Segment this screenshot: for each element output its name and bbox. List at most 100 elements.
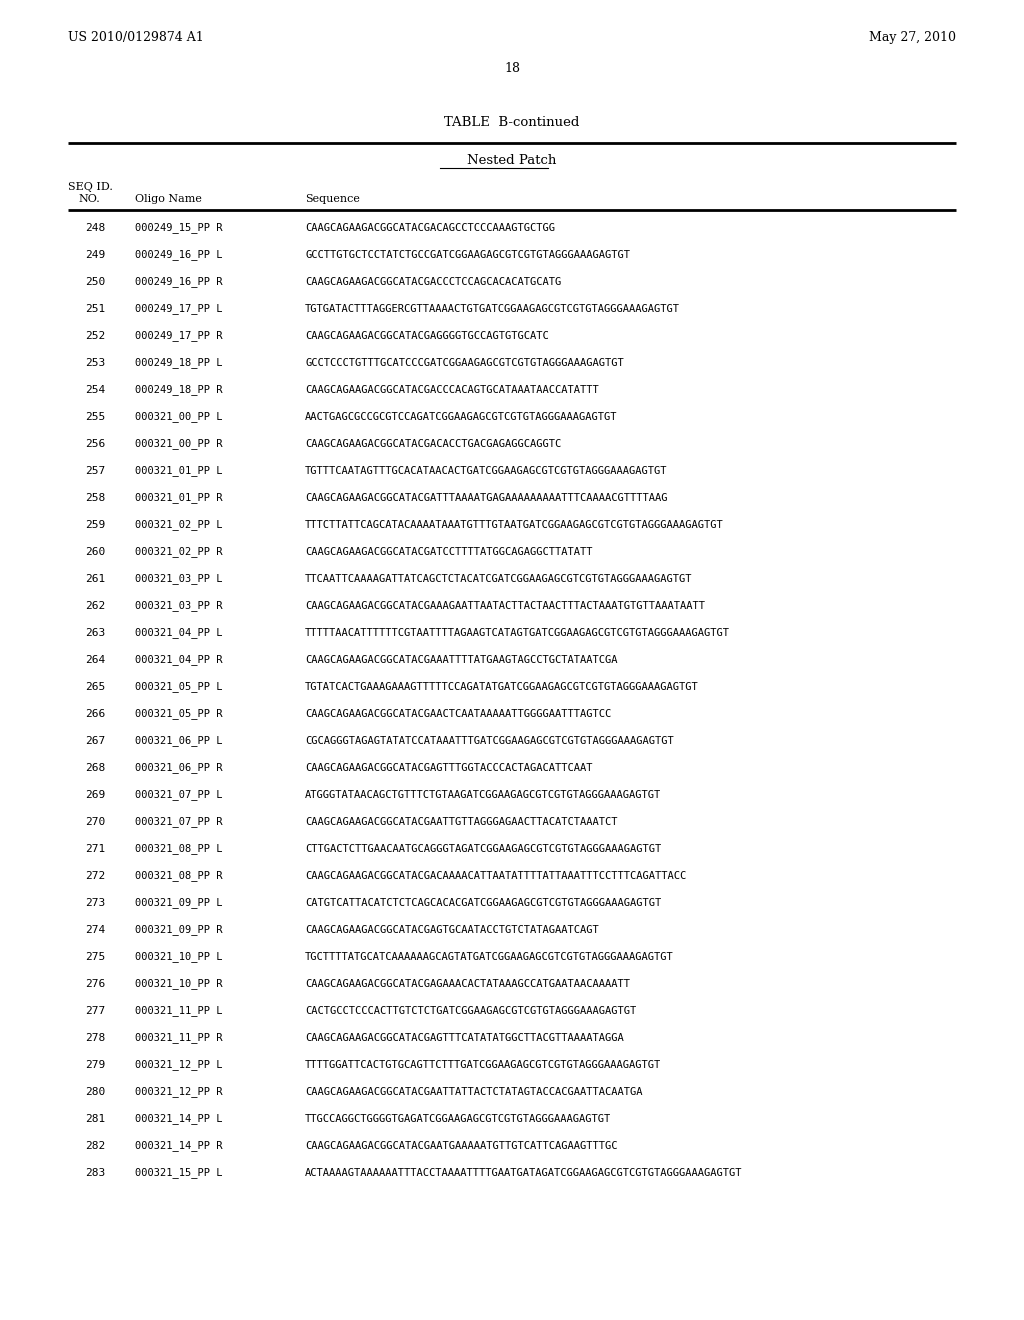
Text: 282: 282 <box>85 1140 105 1151</box>
Text: 279: 279 <box>85 1060 105 1071</box>
Text: 266: 266 <box>85 709 105 719</box>
Text: CAAGCAGAAGACGGCATACGAGTGCAATACCTGTCTATAGAATCAGT: CAAGCAGAAGACGGCATACGAGTGCAATACCTGTCTATAG… <box>305 925 599 935</box>
Text: CAAGCAGAAGACGGCATACGACCCACAGTGCATAAATAACCATATTT: CAAGCAGAAGACGGCATACGACCCACAGTGCATAAATAAC… <box>305 385 599 395</box>
Text: 270: 270 <box>85 817 105 828</box>
Text: May 27, 2010: May 27, 2010 <box>869 30 956 44</box>
Text: GCCTTGTGCTCCTATCTGCCGATCGGAAGAGCGTCGTGTAGGGAAAGAGTGT: GCCTTGTGCTCCTATCTGCCGATCGGAAGAGCGTCGTGTA… <box>305 249 630 260</box>
Text: 281: 281 <box>85 1114 105 1125</box>
Text: AACTGAGCGCCGCGTCCAGATCGGAAGAGCGTCGTGTAGGGAAAGAGTGT: AACTGAGCGCCGCGTCCAGATCGGAAGAGCGTCGTGTAGG… <box>305 412 617 422</box>
Text: CAAGCAGAAGACGGCATACGAATGAAAAATGTTGTCATTCAGAAGTTTGC: CAAGCAGAAGACGGCATACGAATGAAAAATGTTGTCATTC… <box>305 1140 617 1151</box>
Text: 274: 274 <box>85 925 105 935</box>
Text: GCCTCCCTGTTTGCATCCCGATCGGAAGAGCGTCGTGTAGGGAAAGAGTGT: GCCTCCCTGTTTGCATCCCGATCGGAAGAGCGTCGTGTAG… <box>305 358 624 368</box>
Text: CAAGCAGAAGACGGCATACGAATTATTACTCTATAGTACCACGAATTACAATGA: CAAGCAGAAGACGGCATACGAATTATTACTCTATAGTACC… <box>305 1086 642 1097</box>
Text: Nested Patch: Nested Patch <box>467 153 557 166</box>
Text: CAAGCAGAAGACGGCATACGAAAGAATTAATACTTACTAACTTTACTAAATGTGTTAAATAATT: CAAGCAGAAGACGGCATACGAAAGAATTAATACTTACTAA… <box>305 601 705 611</box>
Text: TGTTTCAATAGTTTGCACATAACACTGATCGGAAGAGCGTCGTGTAGGGAAAGAGTGT: TGTTTCAATAGTTTGCACATAACACTGATCGGAAGAGCGT… <box>305 466 668 477</box>
Text: 000321_05_PP R: 000321_05_PP R <box>135 709 222 719</box>
Text: CAAGCAGAAGACGGCATACGACACCTGACGAGAGGCAGGTC: CAAGCAGAAGACGGCATACGACACCTGACGAGAGGCAGGT… <box>305 440 561 449</box>
Text: CAAGCAGAAGACGGCATACGAGTTTGGTACCCACTAGACATTCAAT: CAAGCAGAAGACGGCATACGAGTTTGGTACCCACTAGACA… <box>305 763 593 774</box>
Text: 000249_18_PP L: 000249_18_PP L <box>135 358 222 368</box>
Text: CGCAGGGTAGAGTATATCCATAAATTTGATCGGAAGAGCGTCGTGTAGGGAAAGAGTGT: CGCAGGGTAGAGTATATCCATAAATTTGATCGGAAGAGCG… <box>305 737 674 746</box>
Text: 252: 252 <box>85 331 105 341</box>
Text: 000321_14_PP L: 000321_14_PP L <box>135 1114 222 1125</box>
Text: 255: 255 <box>85 412 105 422</box>
Text: TTTTGGATTCACTGTGCAGTTCTTTGATCGGAAGAGCGTCGTGTAGGGAAAGAGTGT: TTTTGGATTCACTGTGCAGTTCTTTGATCGGAAGAGCGTC… <box>305 1060 662 1071</box>
Text: 000321_12_PP R: 000321_12_PP R <box>135 1086 222 1097</box>
Text: CAAGCAGAAGACGGCATACGATCCTTTTATGGCAGAGGCTTATATT: CAAGCAGAAGACGGCATACGATCCTTTTATGGCAGAGGCT… <box>305 546 593 557</box>
Text: Sequence: Sequence <box>305 194 359 205</box>
Text: 000321_12_PP L: 000321_12_PP L <box>135 1060 222 1071</box>
Text: US 2010/0129874 A1: US 2010/0129874 A1 <box>68 30 204 44</box>
Text: 283: 283 <box>85 1168 105 1177</box>
Text: 263: 263 <box>85 628 105 638</box>
Text: 000321_07_PP R: 000321_07_PP R <box>135 817 222 828</box>
Text: 248: 248 <box>85 223 105 234</box>
Text: 253: 253 <box>85 358 105 368</box>
Text: 000321_07_PP L: 000321_07_PP L <box>135 789 222 800</box>
Text: CAAGCAGAAGACGGCATACGAGGGGTGCCAGTGTGCATC: CAAGCAGAAGACGGCATACGAGGGGTGCCAGTGTGCATC <box>305 331 549 341</box>
Text: 260: 260 <box>85 546 105 557</box>
Text: Oligo Name: Oligo Name <box>135 194 202 205</box>
Text: 000321_04_PP L: 000321_04_PP L <box>135 627 222 639</box>
Text: 000321_08_PP R: 000321_08_PP R <box>135 871 222 882</box>
Text: TTGCCAGGCTGGGGTGAGATCGGAAGAGCGTCGTGTAGGGAAAGAGTGT: TTGCCAGGCTGGGGTGAGATCGGAAGAGCGTCGTGTAGGG… <box>305 1114 611 1125</box>
Text: 262: 262 <box>85 601 105 611</box>
Text: CAAGCAGAAGACGGCATACGAATTGTTAGGGAGAACTTACATCTAAATCT: CAAGCAGAAGACGGCATACGAATTGTTAGGGAGAACTTAC… <box>305 817 617 828</box>
Text: TGTGATACTTTAGGERCGTTAAAACTGTGATCGGAAGAGCGTCGTGTAGGGAAAGAGTGT: TGTGATACTTTAGGERCGTTAAAACTGTGATCGGAAGAGC… <box>305 304 680 314</box>
Text: 000321_11_PP L: 000321_11_PP L <box>135 1006 222 1016</box>
Text: TGCTTTTATGCATCAAAAAAGCAGTATGATCGGAAGAGCGTCGTGTAGGGAAAGAGTGT: TGCTTTTATGCATCAAAAAAGCAGTATGATCGGAAGAGCG… <box>305 952 674 962</box>
Text: 275: 275 <box>85 952 105 962</box>
Text: CAAGCAGAAGACGGCATACGACCCTCCAGCACACATGCATG: CAAGCAGAAGACGGCATACGACCCTCCAGCACACATGCAT… <box>305 277 561 286</box>
Text: 000249_18_PP R: 000249_18_PP R <box>135 384 222 396</box>
Text: 000321_14_PP R: 000321_14_PP R <box>135 1140 222 1151</box>
Text: SEQ ID.: SEQ ID. <box>68 182 113 191</box>
Text: 267: 267 <box>85 737 105 746</box>
Text: 276: 276 <box>85 979 105 989</box>
Text: 249: 249 <box>85 249 105 260</box>
Text: 000321_11_PP R: 000321_11_PP R <box>135 1032 222 1043</box>
Text: 000249_17_PP R: 000249_17_PP R <box>135 330 222 342</box>
Text: 257: 257 <box>85 466 105 477</box>
Text: CAAGCAGAAGACGGCATACGAAATTTTATGAAGTAGCCTGCTATAATCGA: CAAGCAGAAGACGGCATACGAAATTTTATGAAGTAGCCTG… <box>305 655 617 665</box>
Text: 000321_05_PP L: 000321_05_PP L <box>135 681 222 693</box>
Text: TTTTTAACATTTTTTCGTAATTTTAGAAGTCATAGTGATCGGAAGAGCGTCGTGTAGGGAAAGAGTGT: TTTTTAACATTTTTTCGTAATTTTAGAAGTCATAGTGATC… <box>305 628 730 638</box>
Text: CTTGACTCTTGAACAATGCAGGGTAGATCGGAAGAGCGTCGTGTAGGGAAAGAGTGT: CTTGACTCTTGAACAATGCAGGGTAGATCGGAAGAGCGTC… <box>305 843 662 854</box>
Text: 251: 251 <box>85 304 105 314</box>
Text: 000321_03_PP L: 000321_03_PP L <box>135 574 222 585</box>
Text: 256: 256 <box>85 440 105 449</box>
Text: TTCAATTCAAAAGATTATCAGCTCTACATCGATCGGAAGAGCGTCGTGTAGGGAAAGAGTGT: TTCAATTCAAAAGATTATCAGCTCTACATCGATCGGAAGA… <box>305 574 692 583</box>
Text: 000321_10_PP R: 000321_10_PP R <box>135 978 222 990</box>
Text: 000249_16_PP R: 000249_16_PP R <box>135 277 222 288</box>
Text: 258: 258 <box>85 492 105 503</box>
Text: 272: 272 <box>85 871 105 880</box>
Text: CAAGCAGAAGACGGCATACGACAAAACATTAATATTTTATTAAATTTCCTTTCAGATTACC: CAAGCAGAAGACGGCATACGACAAAACATTAATATTTTAT… <box>305 871 686 880</box>
Text: 000321_09_PP R: 000321_09_PP R <box>135 924 222 936</box>
Text: CAAGCAGAAGACGGCATACGAGAAACACTATAAAGCCATGAATAACAAAATT: CAAGCAGAAGACGGCATACGAGAAACACTATAAAGCCATG… <box>305 979 630 989</box>
Text: 000321_04_PP R: 000321_04_PP R <box>135 655 222 665</box>
Text: 000321_10_PP L: 000321_10_PP L <box>135 952 222 962</box>
Text: 271: 271 <box>85 843 105 854</box>
Text: 254: 254 <box>85 385 105 395</box>
Text: CAAGCAGAAGACGGCATACGAACTCAATAAAAATTGGGGAATTTAGTCC: CAAGCAGAAGACGGCATACGAACTCAATAAAAATTGGGGA… <box>305 709 611 719</box>
Text: 000321_00_PP L: 000321_00_PP L <box>135 412 222 422</box>
Text: NO.: NO. <box>78 194 99 205</box>
Text: 000321_03_PP R: 000321_03_PP R <box>135 601 222 611</box>
Text: 000321_06_PP L: 000321_06_PP L <box>135 735 222 746</box>
Text: 000321_15_PP L: 000321_15_PP L <box>135 1168 222 1179</box>
Text: CAAGCAGAAGACGGCATACGACAGCCTCCCAAAGTGCTGG: CAAGCAGAAGACGGCATACGACAGCCTCCCAAAGTGCTGG <box>305 223 555 234</box>
Text: CAAGCAGAAGACGGCATACGATTTAAAATGAGAAAAAAAAATTTCAAAACGTTTTAAG: CAAGCAGAAGACGGCATACGATTTAAAATGAGAAAAAAAA… <box>305 492 668 503</box>
Text: 000321_02_PP L: 000321_02_PP L <box>135 520 222 531</box>
Text: 000249_15_PP R: 000249_15_PP R <box>135 223 222 234</box>
Text: 264: 264 <box>85 655 105 665</box>
Text: TABLE  B-continued: TABLE B-continued <box>444 116 580 128</box>
Text: 000321_06_PP R: 000321_06_PP R <box>135 763 222 774</box>
Text: 18: 18 <box>504 62 520 74</box>
Text: 277: 277 <box>85 1006 105 1016</box>
Text: 000321_09_PP L: 000321_09_PP L <box>135 898 222 908</box>
Text: CACTGCCTCCCACTTGTCTCTGATCGGAAGAGCGTCGTGTAGGGAAAGAGTGT: CACTGCCTCCCACTTGTCTCTGATCGGAAGAGCGTCGTGT… <box>305 1006 636 1016</box>
Text: CATGTCATTACATCTCTCAGCACACGATCGGAAGAGCGTCGTGTAGGGAAAGAGTGT: CATGTCATTACATCTCTCAGCACACGATCGGAAGAGCGTC… <box>305 898 662 908</box>
Text: 268: 268 <box>85 763 105 774</box>
Text: 273: 273 <box>85 898 105 908</box>
Text: 000321_08_PP L: 000321_08_PP L <box>135 843 222 854</box>
Text: 278: 278 <box>85 1034 105 1043</box>
